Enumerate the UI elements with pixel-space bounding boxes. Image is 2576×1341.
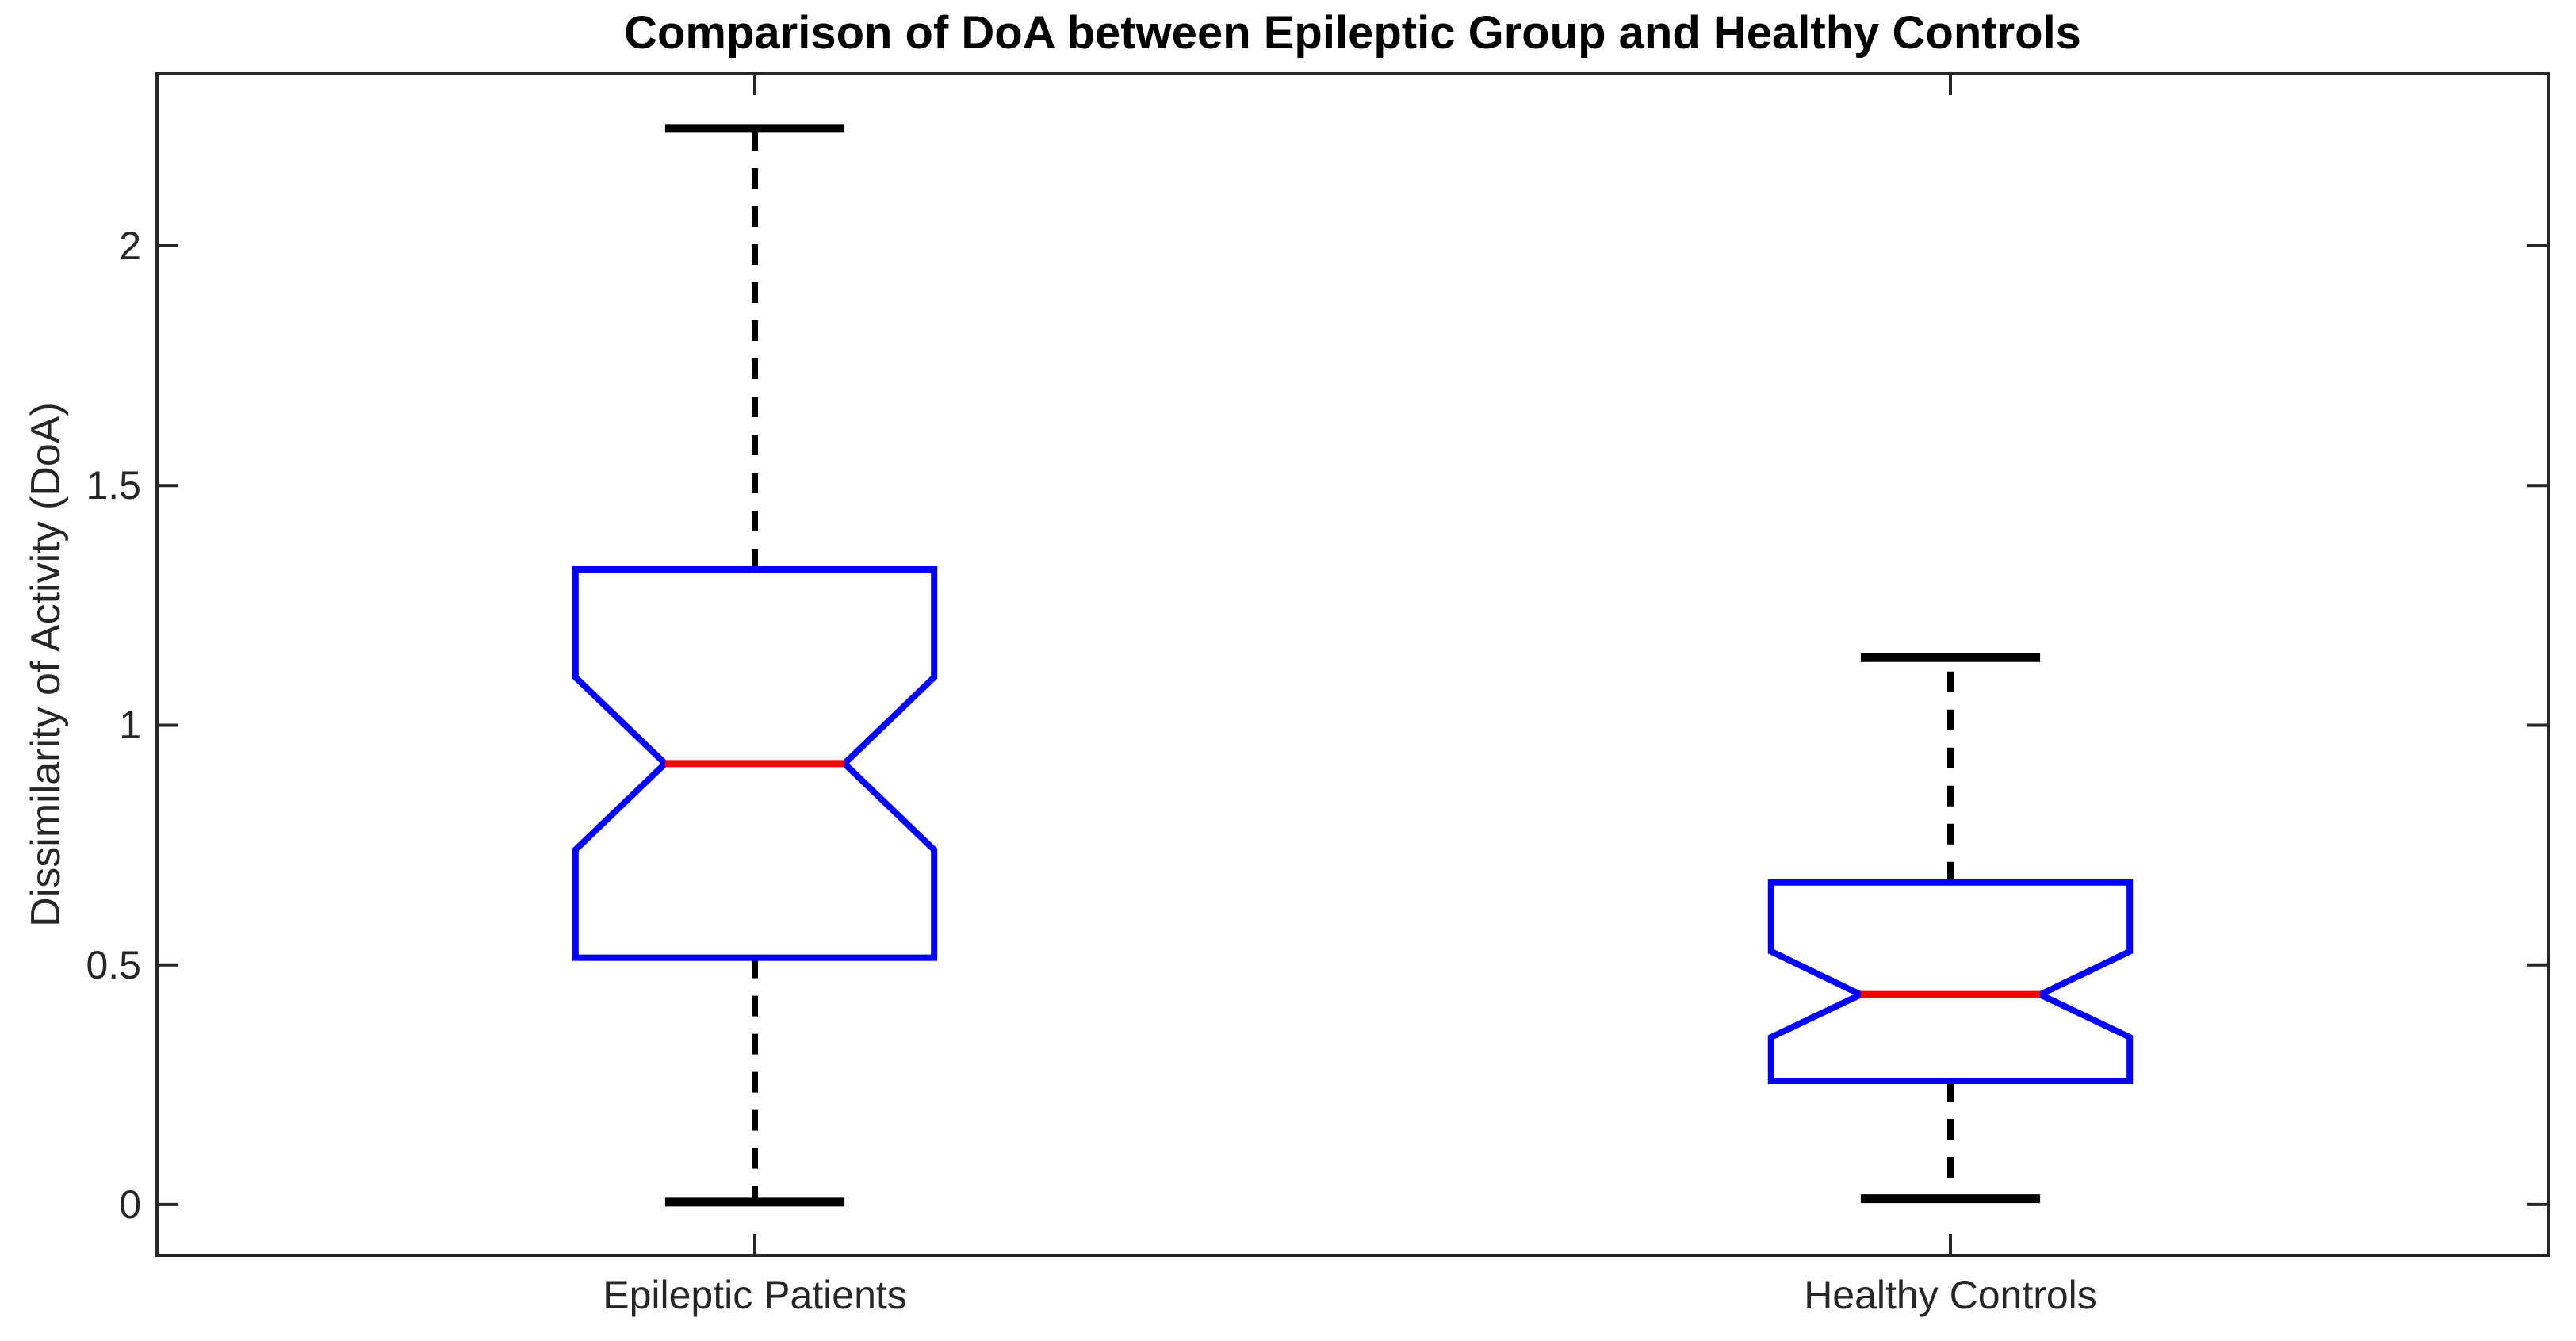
notched-box-epileptic-patients: [572, 566, 938, 961]
y-tick-label: 1.5: [86, 463, 141, 508]
chart-title: Comparison of DoA between Epileptic Grou…: [624, 7, 2081, 59]
y-tick-label: 2: [119, 224, 141, 268]
x-tick-label: Healthy Controls: [1804, 1273, 2097, 1317]
y-tick-label: 1: [119, 703, 141, 748]
y-tick-label: 0.5: [86, 942, 141, 987]
notched-box-healthy-controls: [1767, 879, 2134, 1084]
x-tick-label: Epileptic Patients: [603, 1273, 907, 1317]
y-tick-label: 0: [119, 1182, 141, 1227]
axes-box: [155, 72, 2550, 1257]
